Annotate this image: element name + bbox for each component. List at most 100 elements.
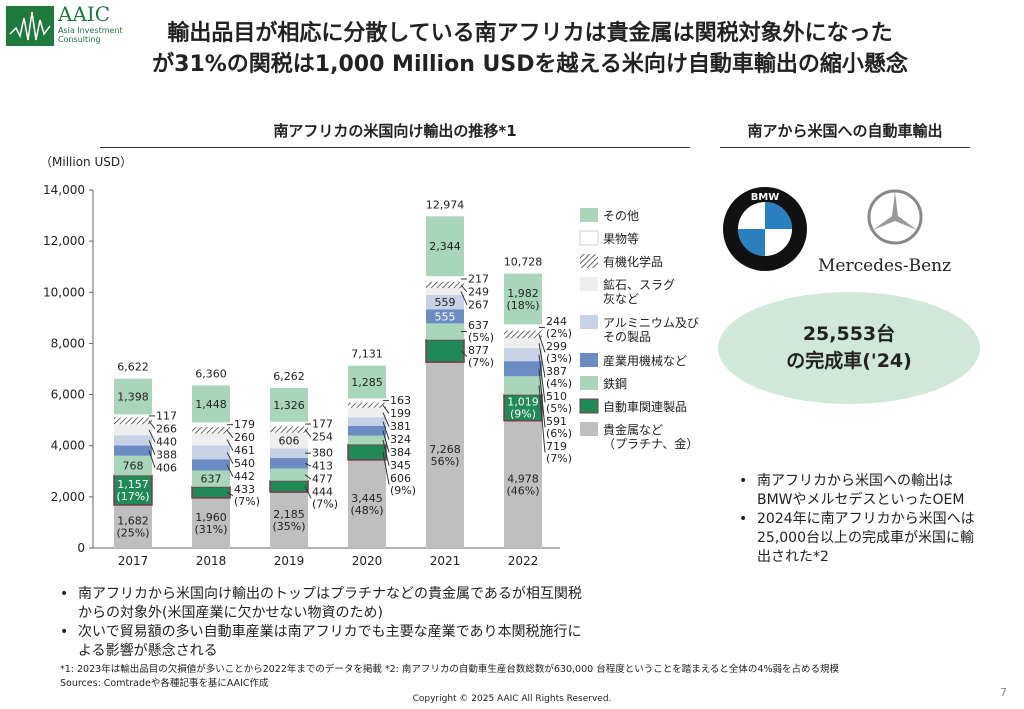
y-axis-unit: （Million USD）	[40, 155, 133, 169]
x-tick-label: 2018	[196, 554, 227, 568]
data-label: 299 (3%)	[546, 340, 572, 365]
leader-line	[226, 452, 234, 464]
bar-segment	[426, 276, 464, 282]
bar-segment	[426, 294, 464, 310]
leader-line	[460, 291, 468, 306]
data-label: 637	[201, 473, 222, 486]
data-label: 461	[234, 444, 255, 457]
leader-line	[382, 421, 390, 440]
total-label: 10,728	[504, 256, 543, 269]
bar-segment	[192, 422, 230, 427]
leader-line	[382, 439, 390, 466]
bar-segment	[348, 407, 386, 418]
leader-line	[304, 474, 312, 480]
data-label: 477	[312, 473, 333, 486]
completed-cars-highlight: 25,553台 の完成車('24)	[718, 292, 980, 404]
leader-line	[460, 350, 468, 357]
bar-segment	[348, 425, 386, 436]
highlight-count: 25,553台	[802, 323, 896, 345]
legend-swatch	[580, 277, 598, 291]
bar-segment	[114, 424, 152, 436]
sources: Sources: Comtradeや各種記事を基にAAIC作成	[60, 678, 269, 689]
leader-line	[148, 440, 156, 456]
bar-segment	[347, 443, 387, 461]
chart-section-title: 南アフリカの米国向け輸出の推移*1	[100, 120, 690, 148]
data-label: 2,344	[429, 240, 461, 253]
data-label: 555	[435, 310, 456, 323]
bar-segment	[114, 504, 152, 548]
data-label: 591 (6%)	[546, 415, 572, 440]
legend-label: 有機化学品	[603, 254, 663, 269]
bar-segment	[114, 435, 152, 446]
bar-segment	[270, 387, 308, 422]
bar-segment	[503, 393, 543, 422]
bar-segment	[270, 421, 308, 427]
data-label: 510 (5%)	[546, 390, 572, 415]
bar-segment	[348, 435, 386, 445]
legend-swatch	[580, 254, 598, 268]
data-label: 1,448	[195, 398, 227, 411]
bar-segment	[426, 309, 464, 324]
legend-label: 貴金属など（プラチナ、金）	[603, 422, 698, 451]
bar-segment	[426, 216, 464, 277]
data-label: 1,326	[273, 399, 305, 412]
leader-line	[538, 334, 546, 353]
bullet-item: 2024年に南アフリカから米国へは25,000台以上の完成車が米国に輸出された*…	[735, 510, 980, 567]
leader-line	[226, 464, 234, 477]
bar-segment	[269, 480, 309, 493]
bar-segment	[504, 361, 542, 377]
data-label: 179	[234, 418, 255, 431]
leader-line	[226, 429, 234, 438]
auto-bullets: 南アフリカから米国への輸出はBMWやメルセデスといったOEM 2024年に南アフ…	[735, 472, 980, 567]
bar-segment	[426, 323, 464, 340]
legend-swatch	[580, 376, 598, 390]
data-label: 117	[156, 409, 177, 422]
y-tick-label: 14,000	[43, 183, 85, 197]
data-label: 1,157 (17%)	[116, 478, 149, 503]
data-label: 637 (5%)	[468, 319, 494, 344]
bar-segment	[270, 458, 308, 469]
page-title: 輸出品目が相応に分散している南アフリカは貴金属は関税対象外になった が31%の関税…	[80, 18, 980, 80]
data-label: 1,285	[351, 376, 383, 389]
leader-line	[382, 404, 390, 414]
bar-segment	[113, 474, 153, 506]
data-label: 768	[123, 460, 144, 473]
bar-segment	[425, 338, 465, 363]
y-tick-label: 6,000	[51, 388, 85, 402]
bullet-item: 南アフリカから米国向け輸出のトップはプラチナなどの貴金属であるが相互関税からの対…	[56, 585, 586, 623]
bar-segment	[114, 378, 152, 415]
bmw-logo: BMW	[723, 187, 807, 271]
bar-segment	[348, 398, 386, 403]
leader-line	[538, 368, 546, 428]
bar-segment	[192, 497, 230, 548]
total-label: 6,262	[273, 370, 305, 383]
data-label: 1,682 (25%)	[116, 514, 149, 539]
data-label: 177	[312, 418, 333, 431]
data-label: 249	[468, 285, 489, 298]
data-label: 440	[156, 435, 177, 448]
total-label: 6,360	[195, 367, 227, 380]
bar-segment	[192, 433, 230, 446]
bar-segment	[114, 455, 152, 476]
data-label: 163	[390, 394, 411, 407]
legend-label: 自動車関連製品	[603, 400, 687, 414]
data-label: 266	[156, 422, 177, 435]
data-label: 4,978 (46%)	[506, 472, 539, 497]
data-label: 1,019 (9%)	[507, 396, 539, 421]
bar-segment	[504, 330, 542, 339]
leader-line	[226, 491, 234, 497]
leader-line	[304, 486, 312, 499]
bar-segment	[426, 362, 464, 548]
legend-label: 鉱石、スラグ灰など	[603, 277, 675, 306]
bullet-item: 次いで貿易額の多い自動車産業は南アフリカでも主要な産業であり本関税施行による影響…	[56, 623, 586, 661]
highlight-caption: の完成車('24)	[786, 350, 912, 372]
bar-segment	[192, 470, 230, 487]
data-label: 267	[468, 298, 489, 311]
bar-segment	[192, 385, 230, 423]
x-tick-label: 2021	[430, 554, 461, 568]
mercedes-benz-text: Mercedes-Benz	[818, 256, 952, 276]
y-tick-label: 2,000	[51, 490, 85, 504]
data-label: 244 (2%)	[546, 315, 572, 340]
mercedes-logo	[867, 189, 923, 245]
data-label: 559	[435, 296, 456, 309]
